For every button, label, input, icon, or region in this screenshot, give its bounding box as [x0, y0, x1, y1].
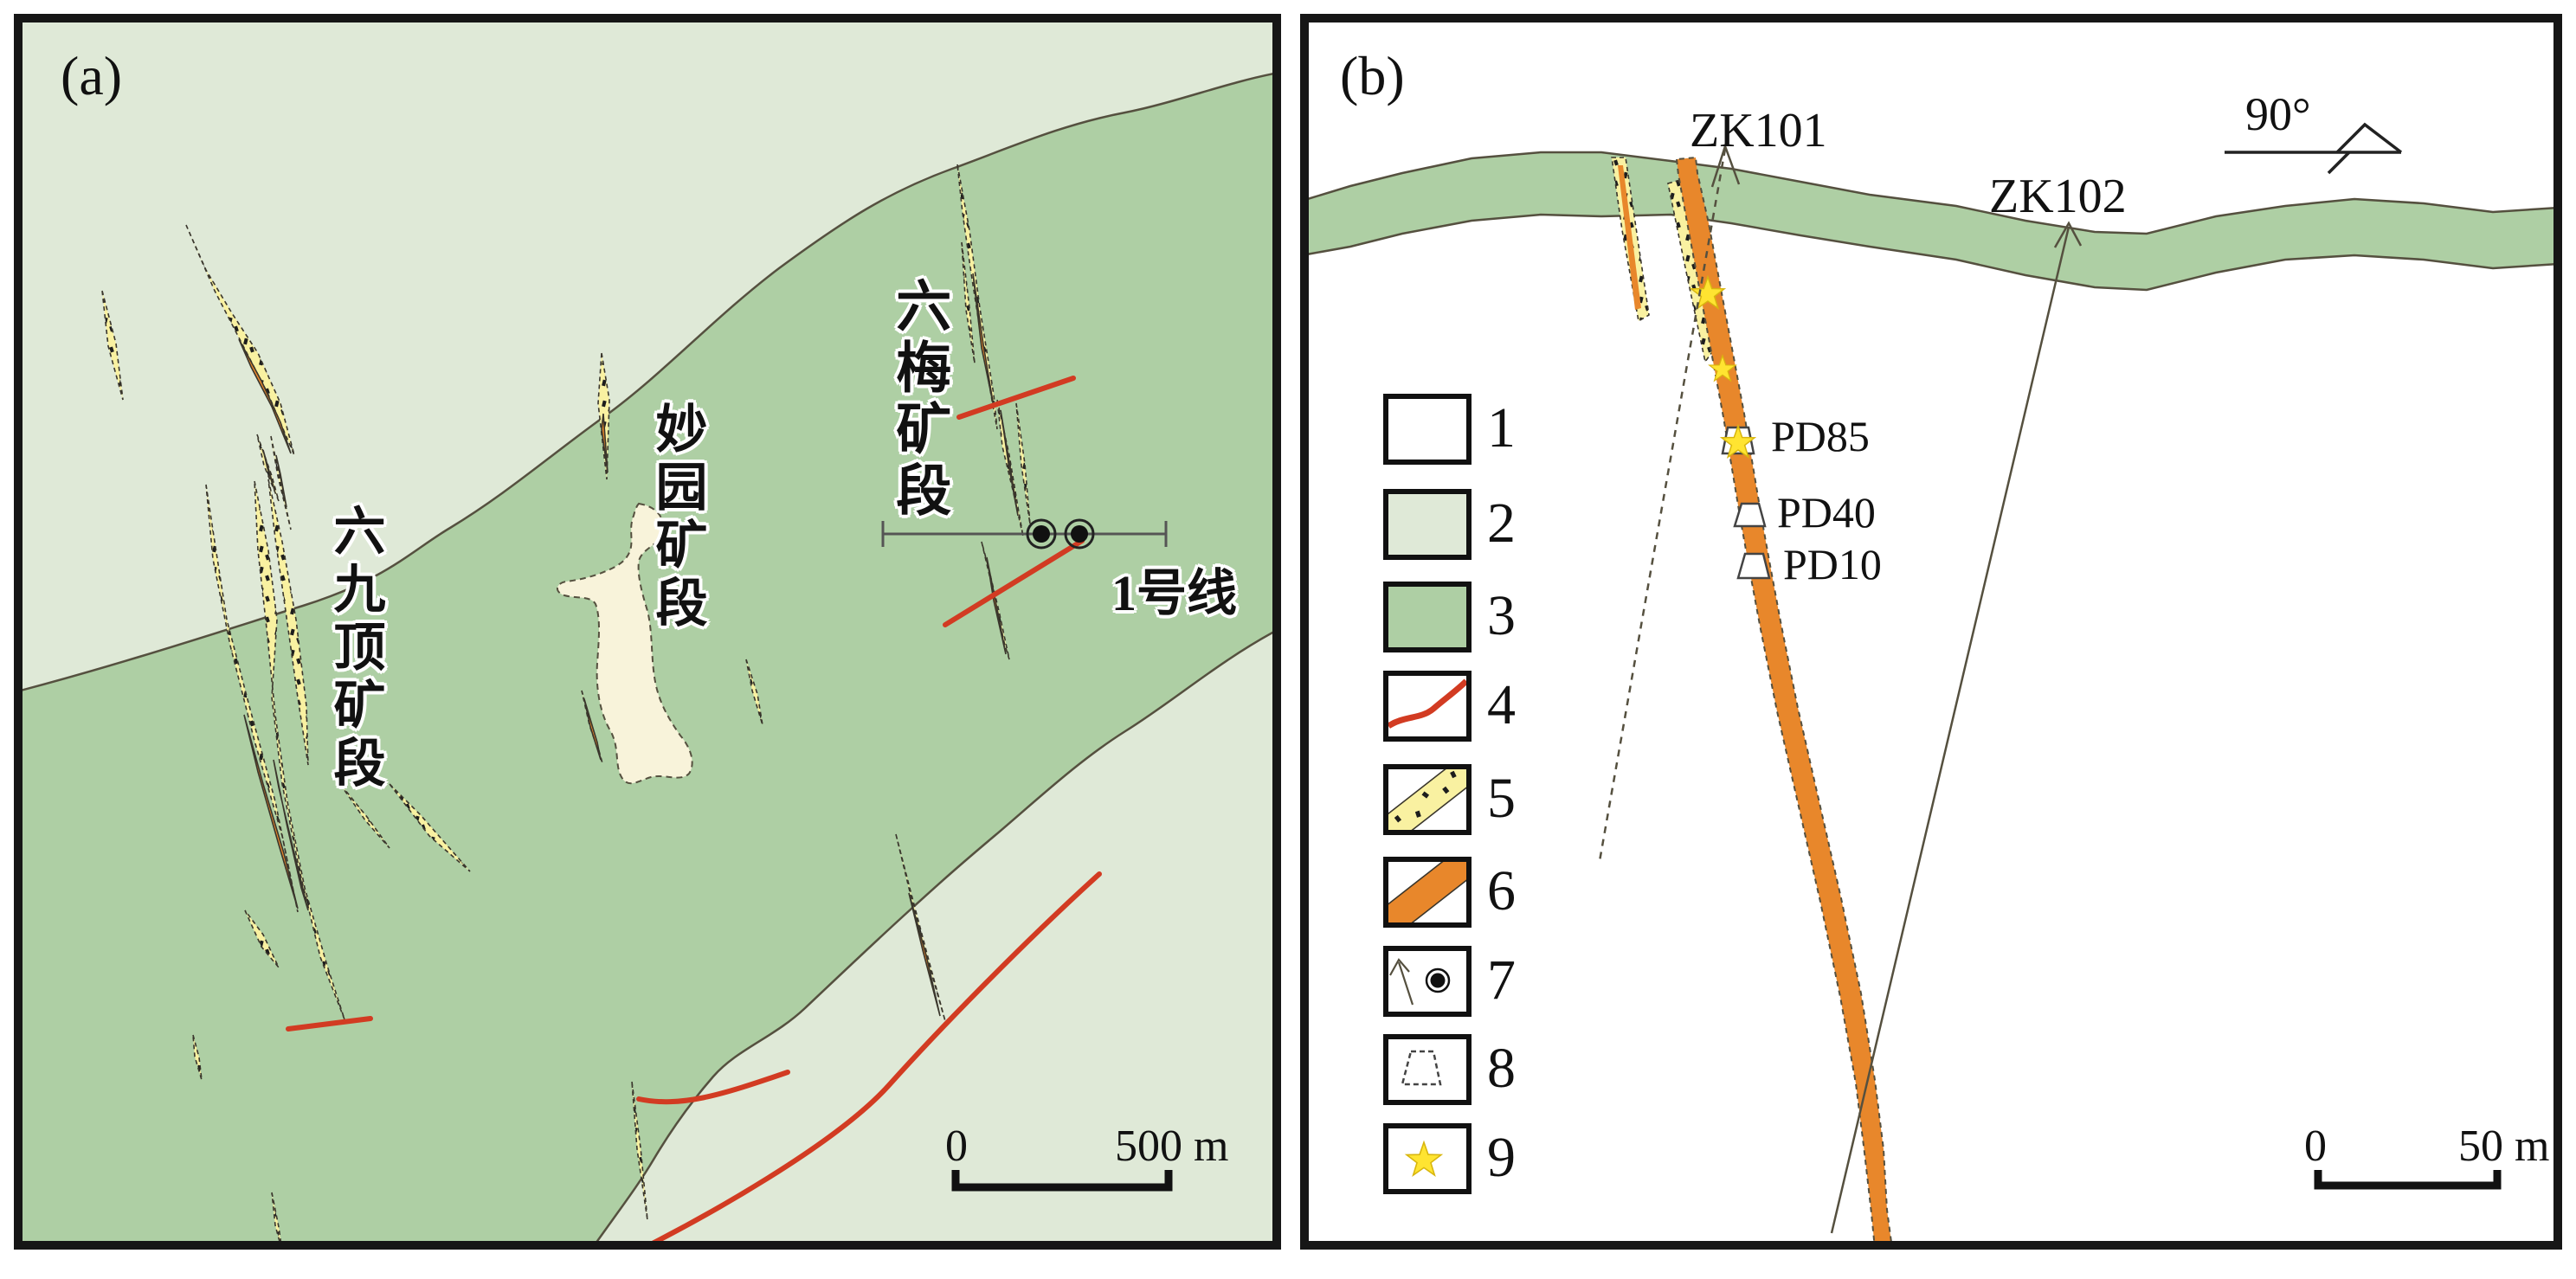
- legend-item-6: 6: [1487, 859, 1516, 922]
- scale-b-zero: 0: [2304, 1122, 2327, 1171]
- orange-ore-band-icon: [1388, 862, 1466, 922]
- drillhole-collar-icon: [1064, 518, 1095, 550]
- drillhole-label-zk101: ZK101: [1690, 104, 1827, 157]
- legend-item-8: 8: [1487, 1037, 1516, 1100]
- ore-section-label-liujiuding: 六九顶矿段: [326, 504, 383, 794]
- small-dike: [1611, 157, 1650, 323]
- drillhole-label-zk102: ZK102: [1989, 170, 2127, 223]
- legend-item-4: 4: [1487, 673, 1516, 736]
- legend-item-7: 7: [1487, 948, 1516, 1012]
- zk102-trace: [1830, 226, 2070, 1234]
- yellow-dotted-band-icon: [1388, 769, 1466, 830]
- legend-swatch-adit: [1383, 1034, 1472, 1105]
- sample-stars: [1689, 274, 1737, 382]
- zk102-arrowhead-icon: [2053, 221, 2083, 248]
- panel-b-section-drawing: [1309, 122, 2553, 1241]
- yellow-star-icon: [1404, 1140, 1444, 1177]
- legend-swatch-yellow-band: [1383, 764, 1472, 835]
- adit-label-pd10: PD10: [1783, 540, 1882, 588]
- panel-a-map-drawing: [23, 73, 1272, 1241]
- drillhole-collar-icon: [1026, 518, 1057, 550]
- legend-item-2: 2: [1487, 492, 1516, 555]
- ore-section-label-liumei: 六梅矿段: [888, 277, 950, 523]
- scale-b-value: 50 m: [2458, 1122, 2550, 1171]
- ore-dikes: [101, 164, 1031, 1241]
- zk101-trace: [1598, 148, 1727, 862]
- fault-lines: [286, 376, 1102, 1241]
- legend-swatch-green: [1383, 582, 1472, 652]
- surface-greenschist-band: [1309, 151, 2553, 292]
- panel-b-label: (b): [1340, 45, 1405, 106]
- adit-pd40-symbol: [1733, 502, 1767, 528]
- legend-item-9: 9: [1487, 1126, 1516, 1189]
- panel-a-label: (a): [61, 45, 123, 106]
- scale-a-value: 500 m: [1115, 1122, 1229, 1171]
- legend-swatch-star: [1383, 1123, 1472, 1194]
- scale-bar-b: [2314, 1170, 2502, 1190]
- star-icon: [1708, 354, 1737, 382]
- red-fault-line-icon: [1388, 678, 1466, 729]
- legend-swatch-white-box: [1383, 394, 1472, 465]
- star-icon: [1719, 423, 1757, 460]
- scale-a-zero: 0: [945, 1122, 968, 1171]
- legend-swatch-orange-band: [1383, 857, 1472, 928]
- adit-label-pd40: PD40: [1777, 488, 1876, 537]
- legend-swatch-light-green: [1383, 489, 1472, 560]
- adit-trapezoid-icon: [1401, 1050, 1442, 1086]
- miaoyuan-granite-body: [557, 502, 693, 785]
- zk101-arrowhead-icon: [1710, 143, 1741, 188]
- legend-item-5: 5: [1487, 767, 1516, 830]
- adit-pd10-symbol: [1736, 552, 1771, 580]
- section-line-1: [881, 518, 1168, 550]
- legend-item-1: 1: [1487, 396, 1516, 460]
- legend-swatch-fault: [1383, 671, 1472, 742]
- main-ore-dike: [1667, 156, 1892, 1241]
- drillhole-traces: [1598, 143, 2083, 1234]
- azimuth-symbol: [2225, 122, 2403, 175]
- panel-b-cross-section: (b) ZK101 ZK102 PD85 PD40 PD10 90° 0 50 …: [1300, 14, 2562, 1250]
- panel-a-geologic-map: (a) 六九顶矿段 妙园矿段 六梅矿段 1号线 0 500 m: [14, 14, 1281, 1250]
- legend-swatch-drillhole: [1383, 946, 1472, 1017]
- legend-item-3: 3: [1487, 584, 1516, 647]
- scale-bar-a: [951, 1170, 1173, 1192]
- azimuth-label: 90°: [2245, 88, 2311, 140]
- star-icon: [1689, 274, 1727, 311]
- adit-label-pd85: PD85: [1771, 412, 1870, 460]
- section-line-1-label: 1号线: [1111, 565, 1238, 621]
- drillhole-symbol-icon: [1389, 958, 1451, 1006]
- ore-section-label-miaoyuan: 妙园矿段: [648, 402, 705, 633]
